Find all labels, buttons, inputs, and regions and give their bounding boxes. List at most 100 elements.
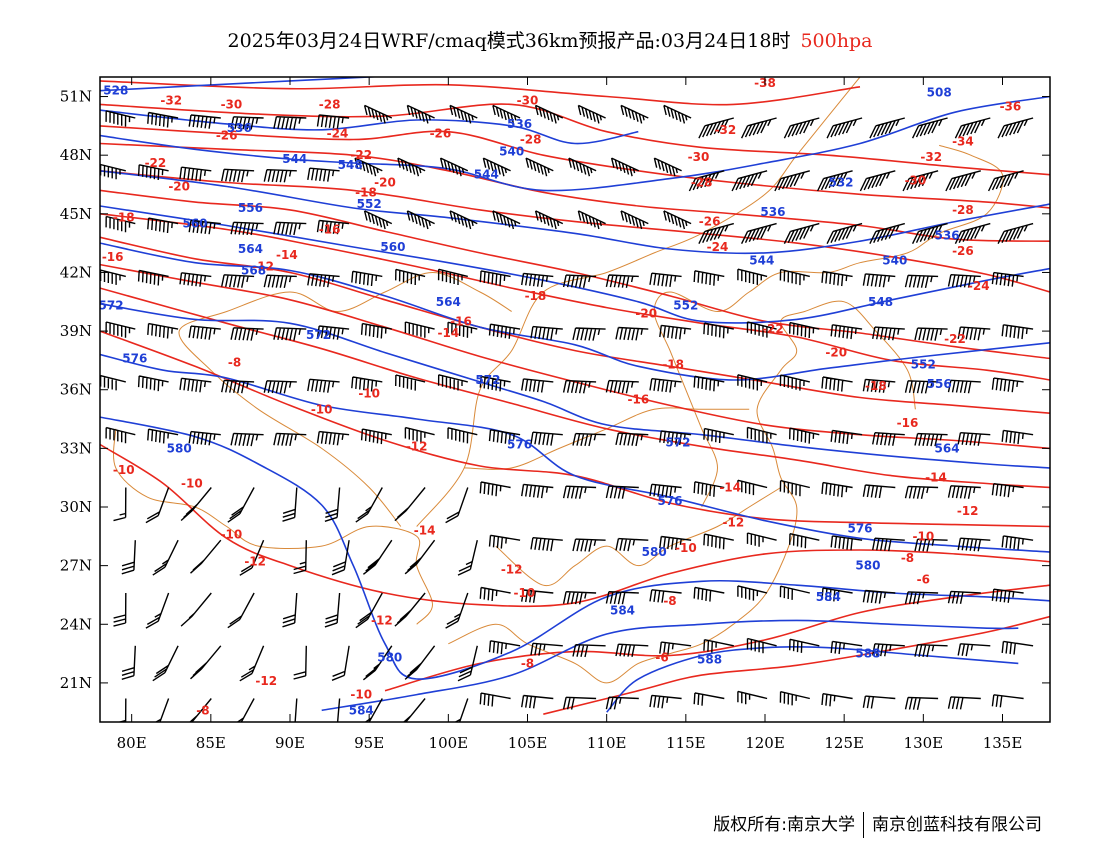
wind-barb-path: [737, 268, 768, 285]
wind-barb: [273, 327, 307, 341]
wind-barb: [188, 219, 221, 235]
wind-barb-path: [179, 166, 212, 182]
wind-barb: [649, 483, 682, 499]
wind-barb: [488, 323, 521, 339]
temperature-label: -10: [358, 387, 380, 401]
wind-barb-path: [239, 539, 265, 576]
wind-barb: [991, 271, 1024, 287]
wind-barb: [862, 484, 896, 499]
temperature-label: -10: [912, 529, 934, 543]
wind-barb: [336, 698, 341, 722]
wind-barb: [437, 374, 468, 391]
wind-barb: [351, 270, 383, 287]
wind-barb: [457, 645, 478, 682]
wind-barb-path: [404, 645, 436, 680]
wind-barb: [316, 114, 350, 129]
height-contour: [100, 205, 1050, 324]
wind-barb-path: [605, 274, 639, 288]
wind-barb-path: [447, 321, 478, 338]
wind-barb-path: [991, 483, 1024, 498]
wind-barb-path: [239, 645, 265, 682]
wind-barb: [779, 585, 810, 600]
wind-barb: [659, 641, 692, 655]
height-label: 536: [227, 121, 252, 135]
wind-barb-path: [957, 537, 991, 552]
temperature-label: -24: [327, 127, 349, 141]
wind-barb: [987, 170, 1024, 192]
wind-barb-path: [137, 269, 169, 286]
wind-barb-path: [105, 426, 136, 444]
wind-barb: [355, 487, 383, 523]
wind-barb: [703, 533, 734, 550]
wind-barb-path: [577, 210, 606, 230]
wind-barb-path: [830, 324, 863, 340]
wind-barb-path: [789, 321, 820, 339]
wind-barb-path: [862, 695, 896, 709]
wind-barb: [137, 375, 169, 392]
wind-barb: [577, 210, 606, 230]
wind-barb: [179, 166, 212, 182]
wind-barb: [911, 222, 948, 245]
wind-barb: [406, 104, 435, 124]
lon-tick-label: 115E: [666, 734, 706, 752]
wind-barb-path: [659, 641, 692, 655]
temperature-label: -30: [517, 93, 539, 107]
wind-barb-path: [479, 586, 511, 602]
wind-barb: [947, 379, 981, 394]
height-label: 548: [868, 295, 893, 309]
wind-barb-path: [605, 696, 639, 710]
wind-barb-path: [525, 157, 554, 177]
wind-barb-path: [363, 104, 393, 124]
wind-barb: [703, 322, 734, 339]
wind-barb: [479, 586, 511, 602]
wind-barb-path: [698, 117, 734, 139]
wind-barb: [872, 537, 905, 552]
wind-barb: [534, 104, 564, 124]
wind-barb: [521, 589, 554, 603]
temperature-label: -20: [168, 179, 190, 193]
wind-barb: [737, 374, 768, 391]
wind-barb: [649, 694, 682, 709]
wind-barb-path: [447, 427, 478, 444]
temperature-label: -10: [311, 402, 333, 416]
wind-barb-path: [406, 210, 435, 230]
wind-barb-path: [783, 117, 820, 139]
lon-tick-label: 80E: [117, 734, 147, 752]
wind-barb: [530, 325, 563, 341]
wind-barb: [872, 643, 905, 657]
wind-barb-path: [746, 637, 777, 654]
wind-barb: [273, 116, 307, 130]
wind-barb-path: [395, 268, 426, 286]
wind-barb: [746, 426, 777, 444]
wind-barb-path: [1001, 429, 1034, 445]
wind-barb-path: [355, 487, 383, 523]
wind-barb: [737, 268, 768, 285]
wind-barb: [521, 694, 554, 709]
wind-barb-path: [659, 324, 692, 340]
lon-tick-label: 120E: [745, 734, 785, 752]
wind-barb-path: [521, 378, 554, 393]
wind-barb: [783, 222, 820, 245]
temperature-contour: [100, 330, 1050, 528]
wind-barb-path: [190, 539, 222, 574]
temperature-label: -34: [952, 135, 974, 149]
wind-barb-path: [862, 378, 896, 393]
wind-barb-path: [991, 694, 1024, 708]
wind-barb: [862, 378, 896, 393]
temperature-contour: [100, 287, 1050, 489]
wind-barb-path: [904, 380, 939, 394]
height-label: 532: [828, 176, 853, 190]
wind-barb-path: [914, 644, 948, 658]
wind-barb-path: [404, 539, 436, 575]
wind-barb: [324, 592, 341, 628]
wind-barb-path: [1001, 535, 1034, 550]
temperature-contour: [100, 189, 1050, 360]
wind-barb: [1001, 324, 1034, 340]
height-label: 536: [507, 117, 532, 131]
wind-barb-path: [703, 322, 734, 339]
wind-barb-path: [779, 479, 810, 497]
wind-barb: [404, 539, 436, 575]
wind-barb: [394, 592, 426, 627]
wind-barb-path: [821, 270, 853, 287]
